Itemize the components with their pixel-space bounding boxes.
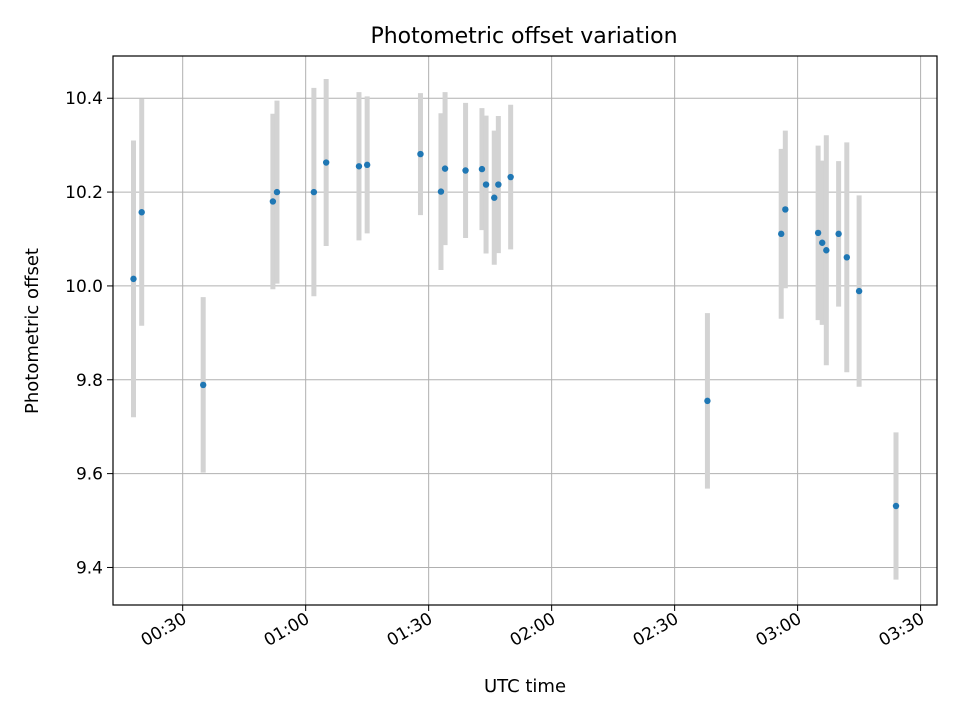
data-point bbox=[835, 230, 842, 238]
data-point bbox=[199, 381, 207, 389]
data-point bbox=[782, 206, 789, 213]
data-point bbox=[462, 167, 469, 174]
data-point bbox=[855, 287, 863, 295]
x-tick-label: 02:30 bbox=[630, 609, 682, 651]
x-tick-label: 02:00 bbox=[507, 609, 559, 651]
y-tick-label: 10.2 bbox=[65, 183, 103, 203]
y-tick-label: 9.6 bbox=[76, 465, 103, 485]
x-axis-ticks: 00:30 01:00 01:30 02:00 02:30 03:00 03:30 bbox=[138, 605, 928, 651]
data-point bbox=[269, 198, 277, 205]
y-tick-label: 10.4 bbox=[65, 89, 103, 109]
data-point bbox=[507, 173, 514, 181]
y-tick-label: 10.0 bbox=[65, 277, 103, 297]
data-point bbox=[310, 188, 318, 196]
x-tick-label: 01:30 bbox=[384, 609, 436, 651]
error-bars bbox=[130, 78, 899, 580]
chart-title: Photometric offset variation bbox=[370, 24, 677, 49]
y-tick-label: 9.4 bbox=[76, 558, 103, 578]
y-axis-label: Photometric offset bbox=[22, 248, 43, 414]
data-point bbox=[322, 159, 330, 166]
x-tick-label: 03:30 bbox=[876, 609, 928, 651]
data-points bbox=[130, 150, 900, 510]
x-tick-label: 01:00 bbox=[261, 609, 313, 651]
x-axis-label: UTC time bbox=[484, 676, 566, 697]
data-point bbox=[437, 188, 445, 195]
data-point bbox=[491, 194, 498, 201]
y-tick-label: 9.8 bbox=[76, 371, 103, 391]
data-point bbox=[843, 254, 851, 261]
data-point bbox=[892, 502, 900, 510]
data-point bbox=[363, 161, 371, 169]
x-tick-label: 03:00 bbox=[753, 609, 805, 651]
data-point bbox=[778, 230, 785, 238]
data-point bbox=[482, 181, 490, 188]
data-point bbox=[441, 165, 449, 172]
y-axis-ticks: 9.4 9.6 9.8 10.0 10.2 10.4 bbox=[65, 89, 113, 578]
data-point bbox=[819, 239, 826, 246]
data-point bbox=[273, 188, 281, 196]
data-point bbox=[823, 247, 830, 254]
plot-frame bbox=[112, 55, 938, 606]
data-point bbox=[355, 163, 363, 170]
data-point bbox=[478, 165, 486, 173]
data-point bbox=[138, 209, 145, 216]
data-point bbox=[814, 229, 822, 237]
grid bbox=[113, 56, 937, 605]
data-point bbox=[704, 397, 711, 405]
data-point bbox=[130, 275, 137, 283]
x-tick-label: 00:30 bbox=[138, 609, 190, 651]
data-point bbox=[417, 150, 424, 158]
data-point bbox=[495, 181, 502, 188]
